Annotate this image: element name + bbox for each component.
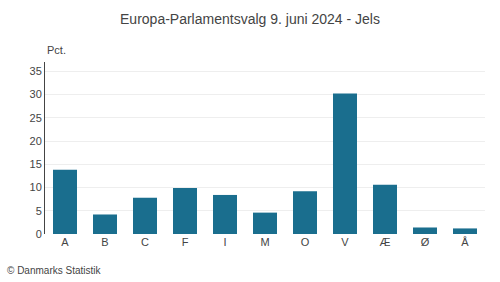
- svg-text:C: C: [141, 236, 149, 248]
- svg-text:25: 25: [30, 112, 42, 124]
- svg-text:I: I: [223, 236, 226, 248]
- svg-text:Æ: Æ: [380, 236, 391, 248]
- svg-text:Ø: Ø: [421, 236, 430, 248]
- svg-text:Pct.: Pct.: [47, 44, 66, 56]
- svg-text:O: O: [301, 236, 310, 248]
- svg-text:Å: Å: [461, 236, 469, 248]
- svg-text:F: F: [182, 236, 189, 248]
- svg-text:15: 15: [30, 158, 42, 170]
- svg-text:30: 30: [30, 88, 42, 100]
- svg-text:A: A: [61, 236, 69, 248]
- svg-text:M: M: [260, 236, 269, 248]
- svg-text:10: 10: [30, 181, 42, 193]
- svg-text:B: B: [101, 236, 108, 248]
- svg-text:V: V: [341, 236, 349, 248]
- svg-text:35: 35: [30, 65, 42, 77]
- svg-text:© Danmarks Statistik: © Danmarks Statistik: [7, 265, 102, 276]
- svg-text:Europa-Parlamentsvalg 9. juni: Europa-Parlamentsvalg 9. juni 2024 - Jel…: [120, 11, 380, 27]
- svg-text:0: 0: [36, 228, 42, 240]
- svg-text:5: 5: [36, 205, 42, 217]
- svg-text:20: 20: [30, 135, 42, 147]
